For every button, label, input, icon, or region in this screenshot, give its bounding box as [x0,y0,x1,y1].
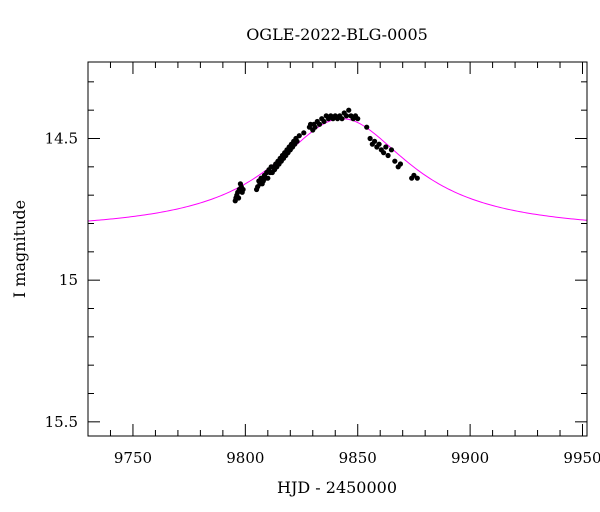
data-point [321,118,327,125]
data-point [383,144,389,150]
tick-labels: 9750 9800 9850 9900 9950 14.5 15 15.5 [45,130,600,468]
data-point [397,161,404,167]
x-tick-label: 9800 [226,449,264,467]
data-point [414,175,420,181]
axis-ticks [87,62,587,436]
data-point [355,116,361,122]
data-point [392,158,398,164]
data-point [385,152,391,159]
model-curve-line [87,118,588,222]
data-point [312,124,318,130]
chart-title: OGLE-2022-BLG-0005 [246,25,428,44]
y-axis-label: I magnitude [10,200,29,298]
x-axis-label: HJD - 2450000 [277,478,397,497]
data-point [364,124,370,130]
x-tick-label: 9750 [114,449,152,467]
data-point [301,130,307,136]
x-tick-label: 9900 [451,449,489,467]
x-tick-label: 9950 [563,449,600,467]
y-tick-label: 14.5 [45,130,78,148]
y-tick-label: 15.5 [45,413,78,431]
plot-frame [87,61,588,437]
data-point [316,121,323,127]
data-point [380,150,387,156]
data-point [265,175,271,181]
data-point [294,138,300,144]
data-point [371,138,378,144]
data-point [240,186,246,193]
x-tick-label: 9850 [339,449,377,467]
data-point [376,141,382,147]
data-point [236,195,242,201]
data-point [343,113,350,119]
data-point [296,133,302,139]
data-point [346,107,352,113]
plot-area [87,107,588,222]
data-point [339,116,345,122]
data-points [232,107,420,204]
data-point [388,147,395,153]
y-tick-label: 15 [59,271,78,289]
data-point [367,135,373,142]
